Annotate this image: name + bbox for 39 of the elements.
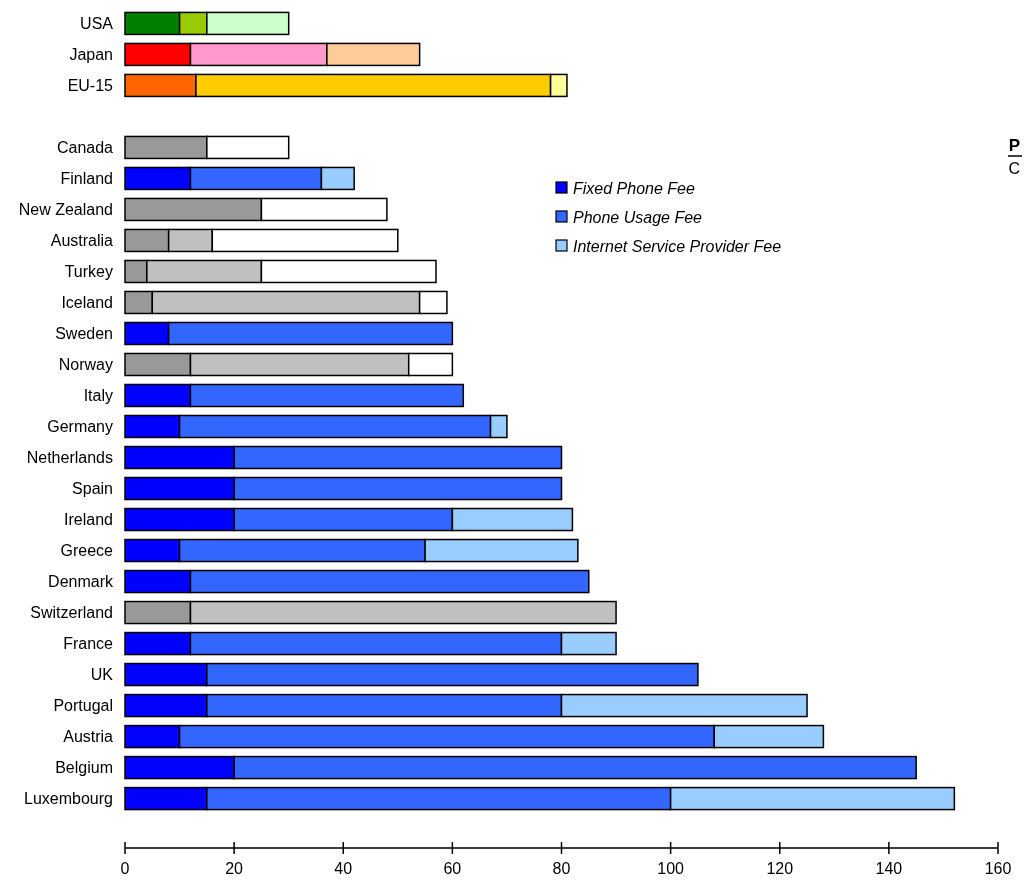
y-tick-label: France [63,635,114,653]
x-tick-label: 80 [552,860,571,877]
y-tick-label: Ireland [64,511,113,529]
text: C [1008,160,1020,177]
y-tick-label: Luxembourg [24,790,113,808]
y-tick-label: Canada [56,139,114,157]
y-tick-label: Switzerland [30,604,113,622]
x-tick-label: 40 [334,860,353,877]
x-tick-label: 60 [443,860,462,877]
x-tick-label: 160 [984,860,1012,877]
y-tick-label: Finland [60,170,113,188]
legend-label: Phone Usage Fee [573,208,703,226]
y-tick-label: Denmark [48,573,114,591]
y-tick-label: Austria [63,728,114,746]
y-tick-label: Netherlands [26,449,113,467]
y-tick-label: USA [80,15,114,33]
y-tick-label: Germany [47,418,113,436]
y-tick-label: EU-15 [67,77,114,95]
y-tick-label: Spain [72,480,113,498]
x-tick-label: 20 [225,860,244,877]
y-tick-label: UK [90,666,114,684]
y-tick-label: Norway [58,356,113,374]
y-tick-label: Belgium [55,759,113,777]
y-tick-label: New Zealand [18,201,113,219]
x-tick-label: 0 [120,860,130,877]
text: P [1008,136,1020,155]
x-tick-label: 100 [657,860,685,877]
x-tick-label: 120 [766,860,794,877]
y-tick-label: Japan [69,46,113,64]
y-tick-label: Sweden [55,325,113,343]
y-tick-label: Iceland [61,294,113,312]
y-tick-label: Italy [83,387,113,405]
y-tick-label: Portugal [53,697,113,715]
x-tick-label: 140 [875,860,903,877]
legend-label: Fixed Phone Fee [573,179,695,197]
y-tick-label: Australia [50,232,114,250]
y-tick-label: Turkey [64,263,113,281]
legend-label: Internet Service Provider Fee [573,237,782,255]
y-tick-label: Greece [60,542,114,560]
